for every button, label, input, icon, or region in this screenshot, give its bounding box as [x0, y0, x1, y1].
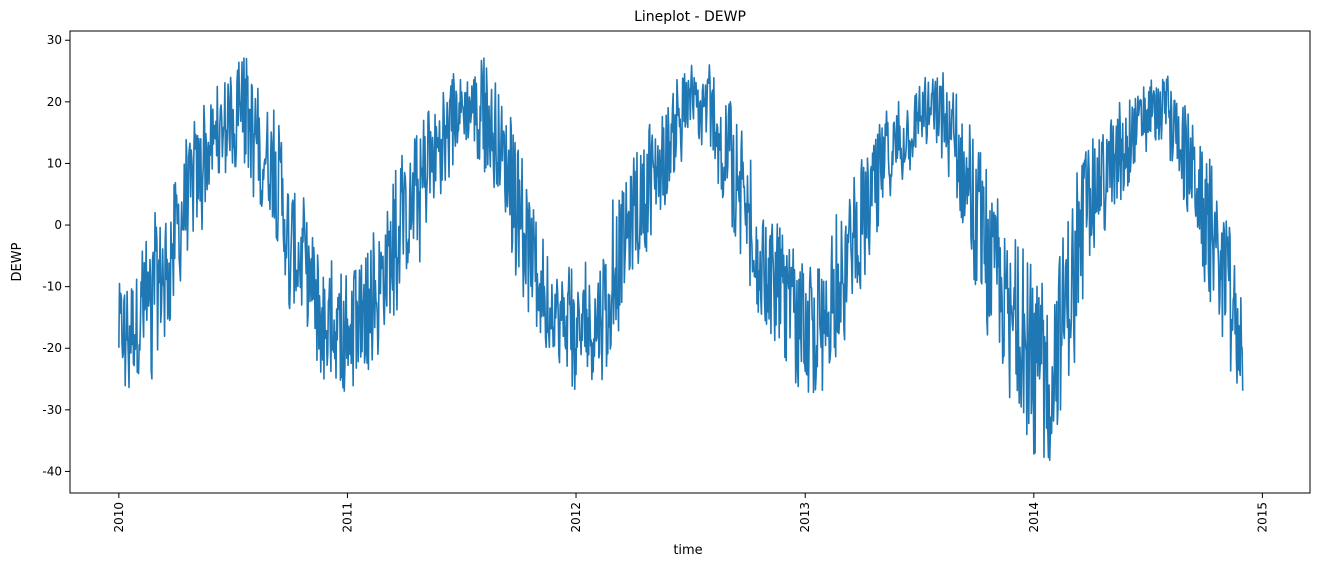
- y-tick-label: 30: [47, 33, 62, 47]
- dewp-series-line: [118, 57, 1244, 461]
- x-tick-label: 2015: [1255, 502, 1269, 533]
- y-tick-label: 0: [54, 218, 62, 232]
- x-tick-label: 2010: [112, 502, 126, 533]
- y-tick-label: -30: [42, 403, 62, 417]
- x-axis: 2010 2011 2012 2013 2014 2015: [112, 493, 1269, 533]
- y-tick-label: -40: [42, 464, 62, 478]
- y-axis: 30 20 10 0 -10 -20 -30 -40: [42, 33, 70, 478]
- y-tick-label: 10: [47, 156, 62, 170]
- x-tick-label: 2014: [1027, 502, 1041, 533]
- x-tick-label: 2011: [340, 502, 354, 533]
- axes-frame: [69, 30, 1311, 494]
- x-tick-label: 2012: [569, 502, 583, 533]
- y-tick-label: -10: [42, 280, 62, 294]
- y-axis-label: DEWP: [10, 242, 25, 281]
- x-axis-label: time: [673, 543, 702, 558]
- x-tick-label: 2013: [798, 502, 812, 533]
- plot-area: [118, 57, 1244, 461]
- chart-title: Lineplot - DEWP: [634, 9, 746, 25]
- y-tick-label: 20: [47, 95, 62, 109]
- y-tick-label: -20: [42, 341, 62, 355]
